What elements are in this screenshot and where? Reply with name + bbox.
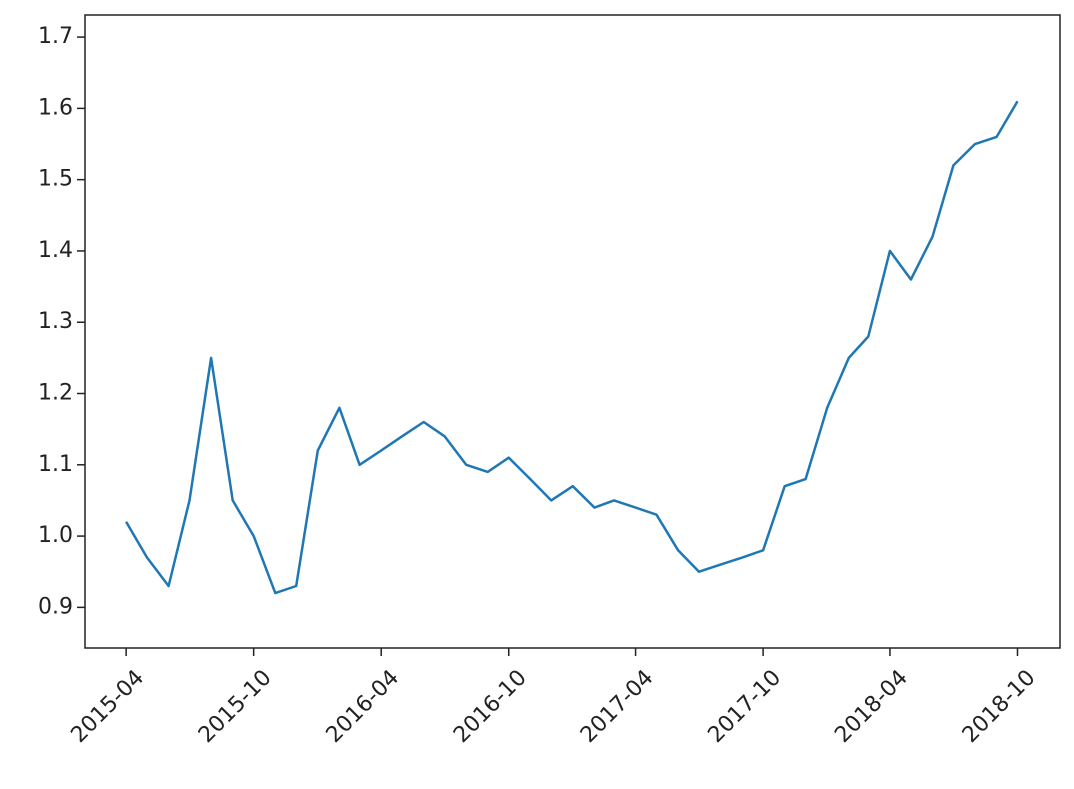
x-tick-label: 2015-04 [66,665,149,748]
x-tick-label: 2017-04 [576,665,659,748]
y-tick-label: 1.5 [38,167,73,192]
y-tick-label: 1.6 [38,95,73,120]
x-tick-label: 2016-04 [322,665,405,748]
y-tick-label: 1.7 [38,24,73,49]
y-tick-label: 0.9 [38,594,73,619]
x-tick-label: 2018-10 [958,665,1041,748]
x-tick-label: 2017-10 [703,665,786,748]
x-tick-label: 2015-10 [194,665,277,748]
plot-frame [84,14,1061,649]
y-tick-label: 1.3 [38,309,73,334]
x-tick-label: 2016-10 [449,665,532,748]
y-tick-label: 1.4 [38,238,73,263]
x-tick-label: 2018-04 [830,665,913,748]
y-tick-label: 1.2 [38,381,73,406]
y-tick-label: 1.1 [38,452,73,477]
y-tick-label: 1.0 [38,523,73,548]
line-series [125,100,1019,595]
